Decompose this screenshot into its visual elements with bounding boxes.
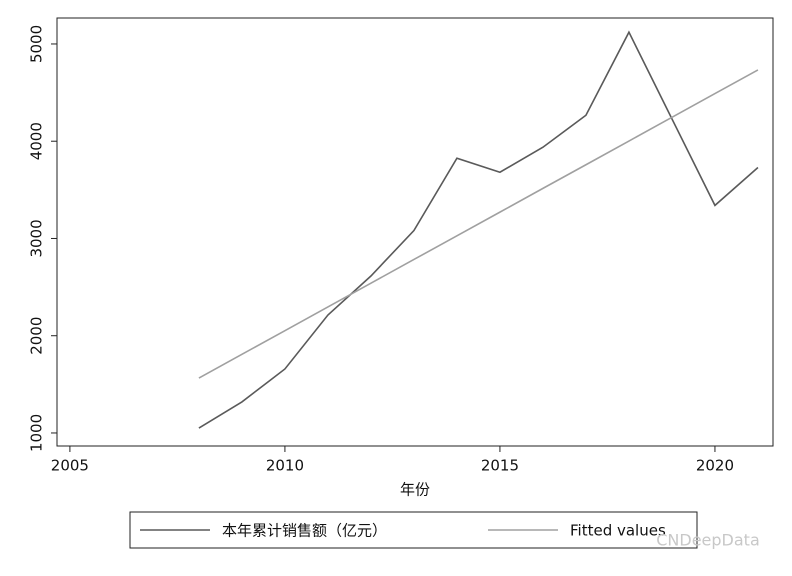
legend-box bbox=[129, 511, 698, 549]
x-tick-label: 2005 bbox=[51, 457, 89, 475]
legend-label: 本年累计销售额（亿元） bbox=[222, 522, 387, 540]
y-tick-label: 4000 bbox=[28, 122, 46, 160]
x-axis-title: 年份 bbox=[400, 481, 430, 499]
x-tick-label: 2010 bbox=[266, 457, 304, 475]
y-tick-label: 3000 bbox=[28, 219, 46, 257]
x-tick-label: 2015 bbox=[481, 457, 519, 475]
plot-frame bbox=[56, 17, 774, 447]
watermark: CNDeepData bbox=[656, 531, 760, 550]
legend-label: Fitted values bbox=[570, 522, 666, 540]
y-tick-label: 2000 bbox=[28, 317, 46, 355]
series-line bbox=[198, 69, 759, 379]
series-line bbox=[198, 30, 759, 429]
x-tick-label: 2020 bbox=[696, 457, 734, 475]
y-tick-label: 5000 bbox=[28, 25, 46, 63]
y-tick-label: 1000 bbox=[28, 414, 46, 452]
